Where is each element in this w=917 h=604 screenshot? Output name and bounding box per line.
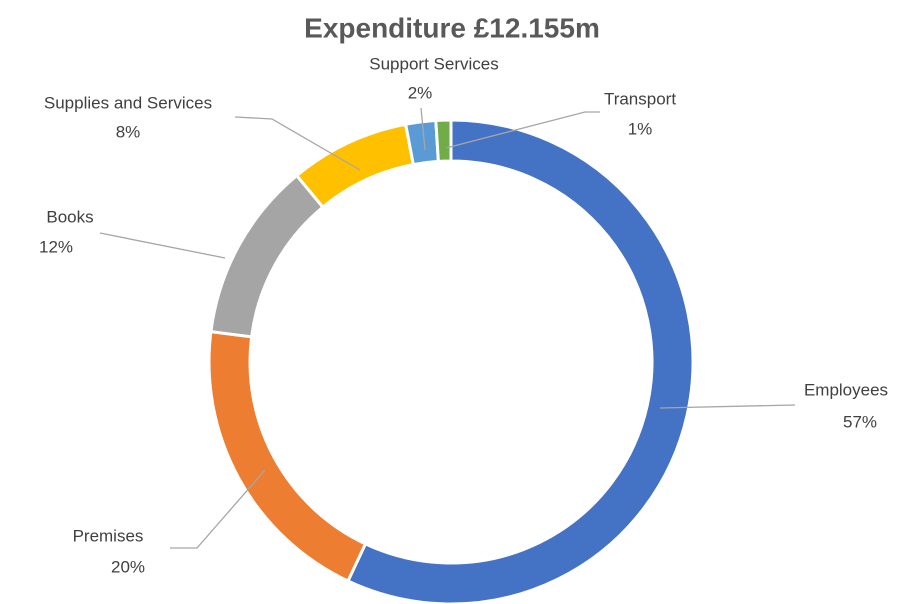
value-label: 1% (628, 119, 653, 138)
leader-line (170, 469, 266, 549)
donut-slice (403, 118, 440, 167)
value-label: 8% (116, 122, 141, 141)
donut-slice (345, 118, 695, 604)
category-label: Supplies and Services (44, 93, 212, 112)
leader-line (445, 111, 600, 149)
leader-line (234, 116, 361, 171)
donut-slice (294, 122, 416, 210)
donut-slice (207, 329, 368, 583)
leader-line (420, 107, 426, 151)
donut-slice (434, 118, 453, 163)
category-label: Premises (73, 526, 144, 545)
leader-line (99, 232, 226, 259)
category-label: Transport (604, 89, 676, 108)
value-label: 12% (39, 237, 73, 256)
category-label: Employees (804, 380, 888, 399)
value-label: 20% (111, 557, 145, 576)
leader-line (659, 404, 796, 409)
value-label: 2% (408, 83, 433, 102)
donut-slice (209, 173, 325, 339)
category-label: Support Services (369, 54, 498, 73)
chart-title: Expenditure £12.155m (304, 12, 600, 43)
value-label: 57% (843, 412, 877, 431)
category-label: Books (46, 207, 93, 226)
